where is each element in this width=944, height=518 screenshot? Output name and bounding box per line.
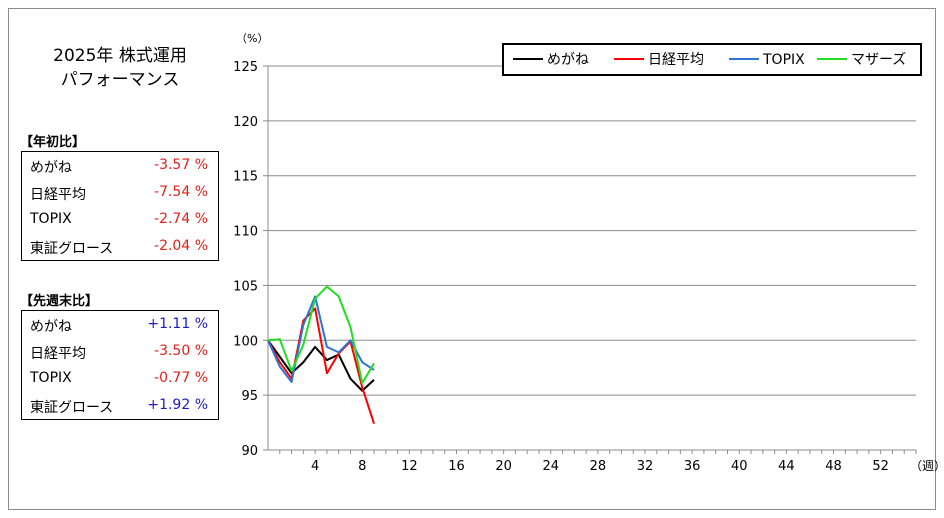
stat-value: +1.11 % [147, 316, 208, 332]
y-tick-label: 125 [233, 60, 258, 75]
x-tick-label: 24 [542, 459, 559, 474]
y-tick-label: 110 [233, 225, 258, 240]
stat-value: +1.92 % [147, 397, 208, 413]
x-tick-label: 40 [731, 459, 748, 474]
stat-value: -2.04 % [154, 238, 208, 254]
x-tick-label: 20 [495, 459, 512, 474]
legend-label: マザーズ [851, 52, 906, 68]
ytd-table: めがね -3.57 % 日経平均 -7.54 % TOPIX -2.74 % 東証グロース -… [21, 151, 219, 261]
stat-value: -3.50 % [154, 343, 208, 359]
y-tick-label: 100 [233, 334, 258, 349]
stat-name: めがね [30, 319, 72, 335]
panel-title-line2: パフォーマンス [60, 70, 180, 90]
panel-title: 2025年 株式運用 パフォーマンス [20, 44, 220, 92]
stat-row: 日経平均 -7.54 % [22, 179, 218, 206]
y-tick-label: 90 [241, 444, 258, 459]
legend-box [502, 43, 922, 76]
stat-row: 東証グロース -2.04 % [22, 233, 218, 260]
stat-name: TOPIX [30, 211, 72, 227]
wow-label: 【先週末比】 [20, 294, 99, 309]
stat-row: TOPIX -2.74 % [22, 206, 218, 233]
stat-name: 日経平均 [30, 346, 86, 362]
x-tick-label: 12 [401, 459, 418, 474]
stat-row: めがね -3.57 % [22, 152, 218, 179]
legend-label: 日経平均 [648, 52, 704, 68]
stat-value: -7.54 % [154, 184, 208, 200]
x-tick-label: 52 [872, 459, 889, 474]
y-tick-label: 120 [233, 115, 258, 130]
x-tick-label: 16 [448, 459, 465, 474]
stat-value: -0.77 % [154, 370, 208, 386]
y-tick-label: 105 [233, 279, 258, 294]
x-axis-unit: （週） [910, 459, 944, 473]
stat-name: 東証グロース [30, 400, 114, 416]
stat-name: TOPIX [30, 370, 72, 386]
x-tick-label: 8 [358, 459, 366, 474]
stat-row: めがね +1.11 % [22, 311, 218, 338]
legend-label: めがね [547, 52, 589, 68]
stat-value: -2.74 % [154, 211, 208, 227]
x-tick-label: 4 [311, 459, 319, 474]
y-axis-unit: （%） [236, 32, 268, 45]
x-tick-label: 32 [637, 459, 654, 474]
stat-name: 日経平均 [30, 187, 86, 203]
y-tick-label: 95 [241, 389, 258, 404]
ytd-label: 【年初比】 [20, 135, 86, 150]
stat-row: 日経平均 -3.50 % [22, 338, 218, 365]
y-tick-label: 115 [233, 170, 258, 185]
series-line [267, 307, 375, 424]
stat-name: 東証グロース [30, 241, 114, 257]
stat-name: めがね [30, 160, 72, 176]
x-tick-label: 44 [778, 459, 795, 474]
stat-row: TOPIX -0.77 % [22, 365, 218, 392]
stat-row: 東証グロース +1.92 % [22, 392, 218, 419]
stat-value: -3.57 % [154, 157, 208, 173]
legend-label: TOPIX [762, 52, 805, 68]
series-line [267, 339, 375, 392]
panel-title-line1: 2025年 株式運用 [53, 46, 187, 66]
x-tick-label: 28 [590, 459, 607, 474]
series-line [267, 285, 375, 385]
x-tick-label: 36 [684, 459, 701, 474]
x-tick-label: 48 [825, 459, 842, 474]
wow-table: めがね +1.11 % 日経平均 -3.50 % TOPIX -0.77 % 東証グロース +… [21, 310, 219, 420]
